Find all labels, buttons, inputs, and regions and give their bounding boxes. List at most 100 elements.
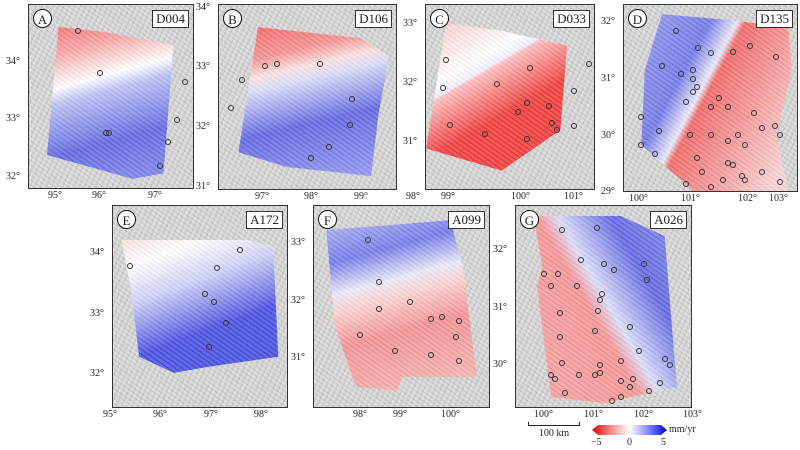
gps-station-marker <box>274 60 281 67</box>
track-label: D135 <box>756 10 793 28</box>
gps-station-marker <box>638 141 645 148</box>
gps-station-marker <box>308 154 315 161</box>
gps-station-marker <box>554 127 561 134</box>
longitude-tick-label: 98° <box>406 191 420 202</box>
velocity-swath <box>121 240 279 373</box>
latitude-tick-label: 31° <box>601 73 615 84</box>
gps-station-marker <box>638 113 645 120</box>
gps-station-marker <box>181 78 188 85</box>
gps-station-marker <box>635 347 642 354</box>
gps-station-marker <box>96 69 103 76</box>
gps-station-marker <box>548 371 554 378</box>
gps-station-marker <box>439 84 446 91</box>
gps-station-marker <box>672 28 679 35</box>
gps-station-marker <box>157 163 164 170</box>
gps-station-marker <box>202 291 209 298</box>
gps-station-marker <box>375 279 382 286</box>
longitude-tick-label: 102° <box>634 409 653 420</box>
longitude-tick-label: 98° <box>254 409 268 420</box>
gps-station-marker <box>771 122 778 129</box>
gps-station-marker <box>630 375 637 382</box>
longitude-tick-label: 96° <box>153 409 167 420</box>
gps-station-marker <box>683 180 690 187</box>
gps-station-marker <box>548 283 554 290</box>
gps-station-marker <box>443 57 450 64</box>
gps-station-marker <box>667 361 673 368</box>
latitude-tick-label: 32° <box>6 171 20 182</box>
gps-station-marker <box>597 361 603 368</box>
gps-station-marker <box>597 369 603 376</box>
longitude-tick-label: 95° <box>103 409 117 420</box>
gps-station-marker <box>428 351 435 358</box>
latitude-tick-label: 31° <box>291 352 305 363</box>
gps-station-marker <box>316 60 323 67</box>
gps-station-marker <box>690 76 697 83</box>
latitude-tick-label: 32° <box>403 77 417 88</box>
gps-station-marker <box>759 169 766 176</box>
gps-station-marker <box>729 161 736 168</box>
latitude-tick-label: 31° <box>196 181 210 192</box>
gps-station-marker <box>747 42 754 49</box>
gps-station-marker <box>707 104 714 111</box>
gps-station-marker <box>75 27 82 34</box>
gps-station-marker <box>456 317 463 324</box>
colorbar <box>592 425 667 435</box>
latitude-tick-label: 32° <box>291 295 305 306</box>
longitude-tick-label: 98° <box>304 191 318 202</box>
track-label: D106 <box>355 10 392 28</box>
gps-station-marker <box>735 132 742 139</box>
gps-station-marker <box>577 257 584 264</box>
gps-station-marker <box>597 297 603 304</box>
latitude-tick-label: 34° <box>196 2 210 13</box>
gps-station-marker <box>598 291 605 298</box>
gps-station-marker <box>609 397 616 404</box>
gps-station-marker <box>570 88 577 95</box>
gps-station-marker <box>428 315 435 322</box>
velocity-swath <box>238 27 389 177</box>
longitude-tick-label: 95° <box>48 190 62 201</box>
gps-station-marker <box>214 265 221 272</box>
gps-station-marker <box>173 117 180 124</box>
panel-letter: B <box>223 9 242 28</box>
gps-station-marker <box>446 121 453 128</box>
gps-station-marker <box>556 333 563 340</box>
map-panel-e: E A172 <box>112 205 288 408</box>
gps-station-marker <box>562 389 568 396</box>
gps-station-marker <box>545 103 552 110</box>
panel-letter: F <box>318 210 337 229</box>
gps-station-marker <box>210 299 217 306</box>
gps-station-marker <box>452 333 459 340</box>
gps-station-marker <box>776 132 783 139</box>
gps-station-marker <box>707 132 714 139</box>
gps-station-marker <box>611 267 617 274</box>
track-label: A172 <box>246 211 283 229</box>
gps-station-marker <box>618 393 624 400</box>
gps-station-marker <box>239 77 245 84</box>
velocity-swath <box>641 14 792 191</box>
gps-station-marker <box>646 387 652 394</box>
gps-station-marker <box>644 277 651 284</box>
gps-station-marker <box>738 173 745 180</box>
panel-letter: G <box>520 210 539 229</box>
gps-station-marker <box>262 62 269 69</box>
gps-station-marker <box>655 128 662 135</box>
gps-station-marker <box>742 176 749 183</box>
longitude-tick-label: 97° <box>255 191 269 202</box>
latitude-tick-label: 33° <box>6 113 20 124</box>
longitude-tick-label: 103° <box>769 193 788 204</box>
gps-station-marker <box>556 309 563 316</box>
gps-station-marker <box>541 271 547 278</box>
latitude-tick-label: 32° <box>493 244 507 255</box>
gps-station-marker <box>724 137 731 144</box>
gps-station-marker <box>698 169 705 176</box>
gps-station-marker <box>493 81 500 88</box>
panel-letter: A <box>33 9 52 28</box>
latitude-tick-label: 33° <box>90 308 104 319</box>
velocity-swath <box>533 216 677 403</box>
longitude-tick-label: 98° <box>353 409 367 420</box>
latitude-tick-label: 32° <box>196 121 210 132</box>
gps-station-marker <box>759 124 766 131</box>
gps-station-marker <box>558 359 565 366</box>
gps-station-marker <box>595 307 602 314</box>
track-label: A026 <box>650 211 687 229</box>
